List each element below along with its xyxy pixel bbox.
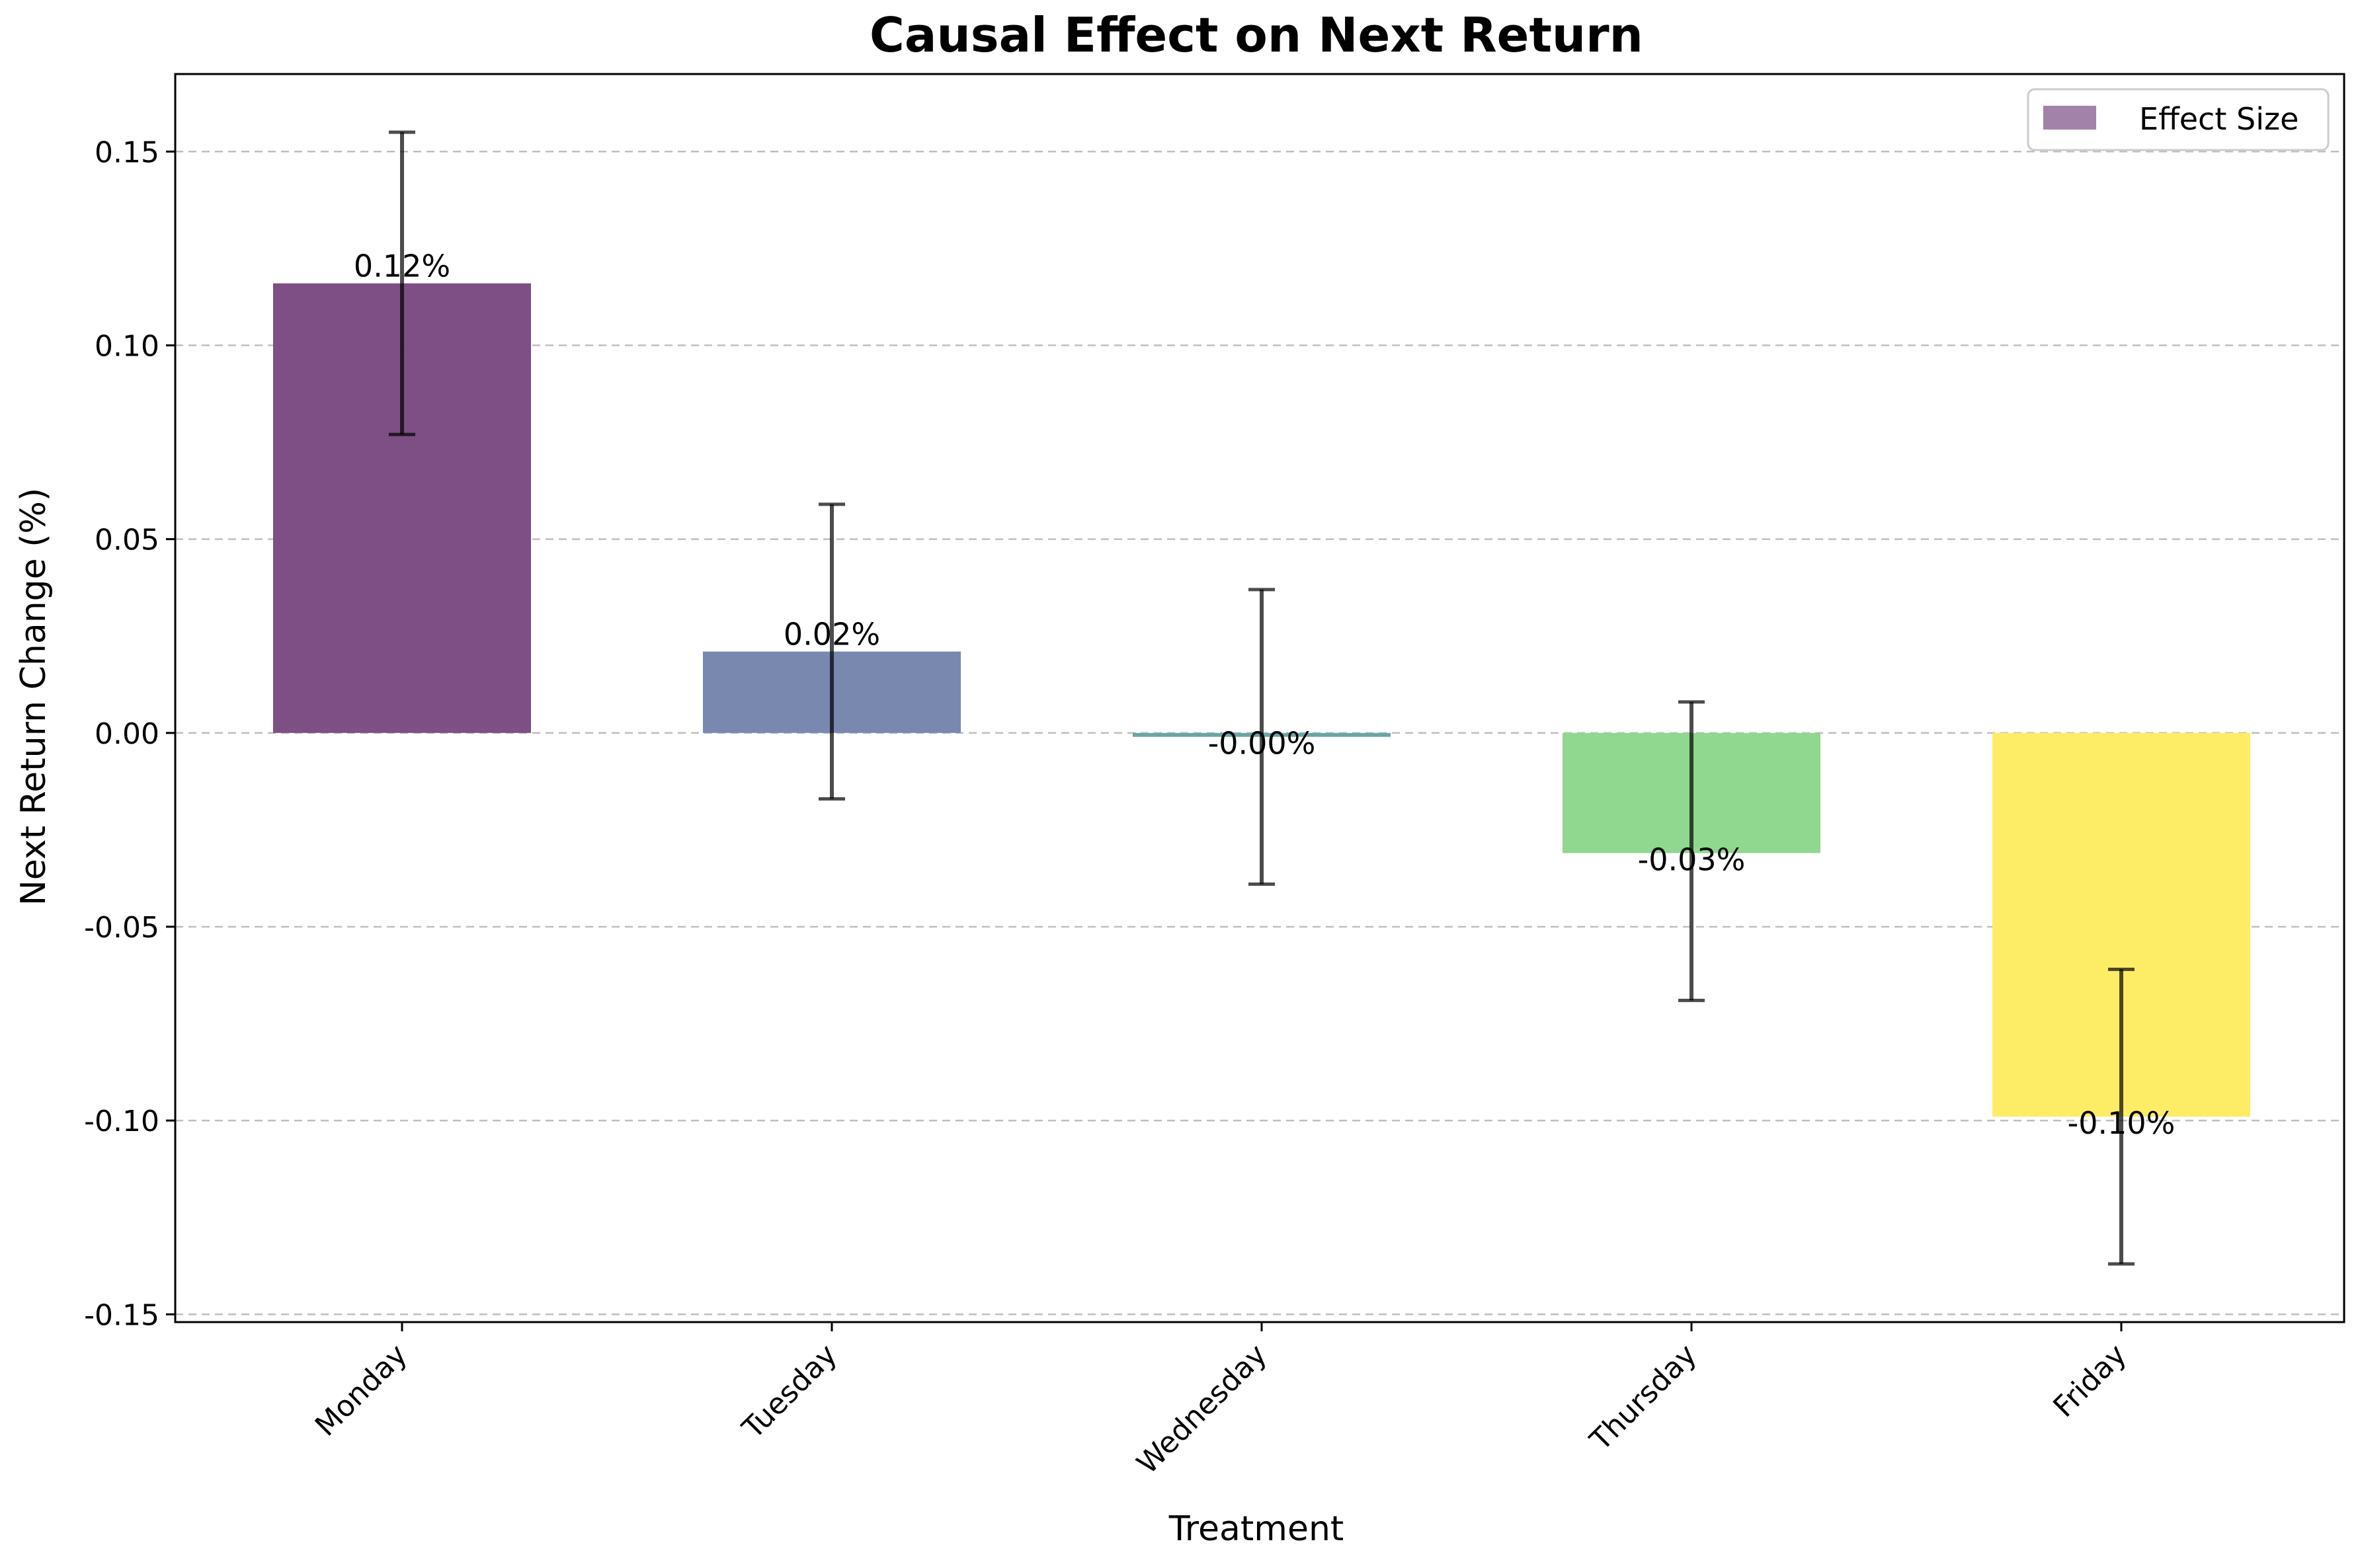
x-axis-label: Treatment [1168,1509,1344,1549]
plot-frame [174,73,2345,1323]
y-tick-label: 0.00 [95,717,159,751]
bar-value-label: 0.02% [784,617,880,652]
y-tick-label: -0.05 [84,911,159,945]
legend-box [2027,88,2330,151]
y-tick-label: -0.15 [84,1298,159,1332]
bar-value-labels: 0.12% 0.02% -0.00% -0.03% -0.10% [354,249,2175,1142]
legend-swatch [2043,106,2096,130]
error-bars-layer [389,130,2135,1266]
legend: Effect Size [2027,88,2330,151]
legend-label: Effect Size [2139,101,2299,137]
y-axis: -0.15 -0.10 -0.05 0.00 0.05 0.10 0.15 [84,136,175,1332]
y-tick-label: 0.15 [95,136,159,169]
y-tick-label: -0.10 [84,1105,159,1138]
bar-value-label: -0.00% [1208,726,1316,762]
chart-title: Causal Effect on Next Return [870,7,1643,63]
y-tick-label: 0.10 [95,329,159,363]
y-tick-label: 0.05 [95,524,159,557]
bar-value-label: -0.10% [2068,1105,2176,1141]
y-axis-label: Next Return Change (%) [14,488,54,906]
bar-value-label: 0.12% [354,249,450,284]
bar-value-label: -0.03% [1638,842,1746,878]
